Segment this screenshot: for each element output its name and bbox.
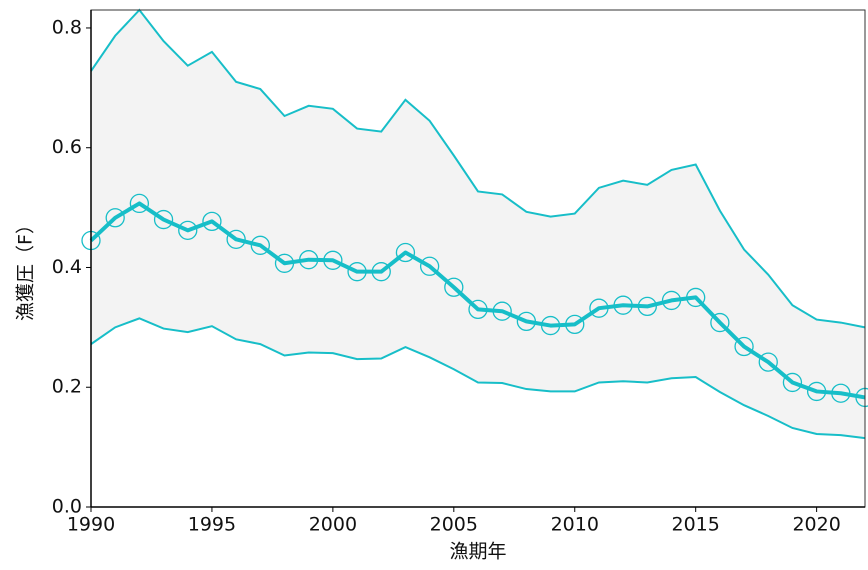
x-tick-label: 2010 — [551, 514, 599, 536]
y-tick-label: 0.8 — [52, 16, 82, 38]
point — [202, 211, 222, 232]
point — [540, 315, 561, 336]
band-lower — [90, 317, 866, 440]
point — [299, 250, 319, 270]
point — [492, 301, 512, 321]
point — [613, 295, 633, 315]
point — [105, 208, 125, 228]
point — [758, 352, 778, 372]
point — [419, 256, 440, 276]
point — [226, 229, 246, 249]
point — [710, 312, 730, 333]
x-tick-label: 2000 — [309, 514, 357, 536]
point — [250, 235, 270, 255]
point — [323, 250, 343, 270]
point — [831, 383, 851, 403]
x-tick-label: 1995 — [188, 514, 236, 536]
line — [89, 201, 866, 400]
y-tick-label: 0.6 — [52, 136, 82, 158]
y-axis-title: 漁獲圧（F） — [15, 215, 37, 321]
point — [661, 290, 682, 311]
point — [637, 296, 657, 317]
point — [274, 253, 295, 273]
point — [468, 299, 488, 320]
point — [395, 242, 416, 263]
point — [686, 287, 706, 308]
point — [806, 381, 827, 402]
x-tick-label: 2020 — [792, 514, 840, 536]
point — [782, 372, 803, 393]
y-tick-label: 0.0 — [52, 496, 82, 518]
y-tick-label: 0.4 — [52, 256, 82, 278]
point — [129, 193, 150, 214]
point — [178, 220, 198, 241]
point — [565, 314, 585, 335]
x-tick-label: 2015 — [672, 514, 720, 536]
point — [444, 277, 464, 297]
point — [371, 262, 391, 282]
point — [347, 262, 367, 282]
point — [734, 336, 754, 357]
point — [589, 298, 609, 318]
x-axis-title: 漁期年 — [449, 541, 506, 563]
x-tick-label: 1990 — [67, 514, 115, 536]
y-tick-label: 0.2 — [52, 376, 82, 398]
x-tick-label: 2005 — [430, 514, 478, 536]
point — [516, 311, 537, 332]
point — [153, 209, 174, 230]
band-upper — [90, 8, 866, 329]
